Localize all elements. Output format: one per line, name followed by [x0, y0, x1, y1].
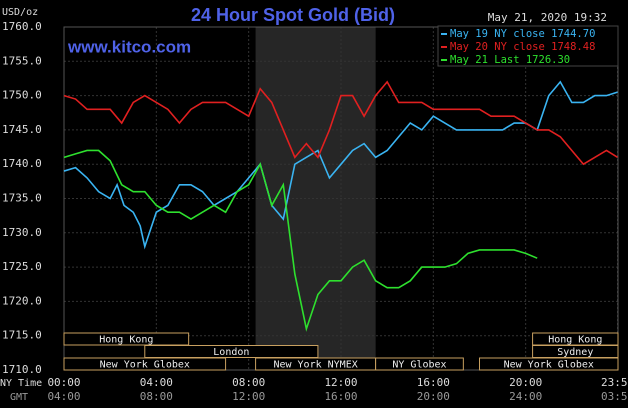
- y-tick-label: 1755.0: [2, 54, 42, 67]
- gmt-tick-label: 08:00: [140, 390, 173, 403]
- series-line: [63, 80, 618, 166]
- session-label: London: [213, 347, 249, 358]
- session-label: Sydney: [557, 347, 593, 358]
- session-label: NY Globex: [392, 360, 446, 371]
- legend-label: May 21 Last 1726.30: [450, 54, 570, 66]
- session-box: [144, 345, 319, 358]
- y-tick-label: 1730.0: [2, 226, 42, 239]
- series-line: [63, 80, 618, 250]
- session-box: [63, 332, 190, 346]
- watermark: www.kitco.com: [67, 37, 191, 56]
- legend-label: May 20 NY close 1748.48: [450, 41, 595, 53]
- x-tick-label: 16:00: [417, 376, 450, 389]
- session-label: Hong Kong: [548, 335, 602, 346]
- x-tick-label: 04:00: [140, 376, 173, 389]
- y-tick-label: 1745.0: [2, 123, 42, 136]
- gmt-tick-label: 04:00: [47, 390, 80, 403]
- session-box: [63, 357, 227, 371]
- y-axis-label: USD/oz: [2, 7, 38, 18]
- x-tick-label: 08:00: [232, 376, 265, 389]
- gmt-tick-label: 20:00: [417, 390, 450, 403]
- y-tick-label: 1720.0: [2, 294, 42, 307]
- y-tick-label: 1750.0: [2, 89, 42, 102]
- chart-title: 24 Hour Spot Gold (Bid): [191, 5, 395, 25]
- y-tick-label: 1715.0: [2, 329, 42, 342]
- y-tick-label: 1760.0: [2, 20, 42, 33]
- legend-label: May 19 NY close 1744.70: [450, 28, 595, 40]
- x-row-label: GMT: [10, 392, 28, 403]
- session-label: Hong Kong: [99, 335, 153, 346]
- x-tick-label: 00:00: [47, 376, 80, 389]
- legend-box: [437, 25, 619, 67]
- gmt-tick-label: 12:00: [232, 390, 265, 403]
- x-tick-label: 12:00: [324, 376, 357, 389]
- gmt-tick-label: 03:59: [601, 390, 628, 403]
- session-label: New York Globex: [504, 360, 594, 371]
- session-label: New York NYMEX: [273, 360, 357, 371]
- gmt-tick-label: 16:00: [324, 390, 357, 403]
- gmt-tick-label: 24:00: [509, 390, 542, 403]
- y-tick-label: 1740.0: [2, 157, 42, 170]
- y-tick-label: 1735.0: [2, 192, 42, 205]
- x-tick-label: 23:59: [601, 376, 628, 389]
- y-tick-label: 1710.0: [2, 363, 42, 376]
- x-row-label: NY Time: [0, 378, 42, 389]
- timestamp: May 21, 2020 19:32: [488, 11, 607, 24]
- series-line: [63, 149, 538, 332]
- session-label: New York Globex: [100, 360, 190, 371]
- session-box: [375, 357, 464, 371]
- session-box: [479, 357, 619, 371]
- y-tick-label: 1725.0: [2, 260, 42, 273]
- x-tick-label: 20:00: [509, 376, 542, 389]
